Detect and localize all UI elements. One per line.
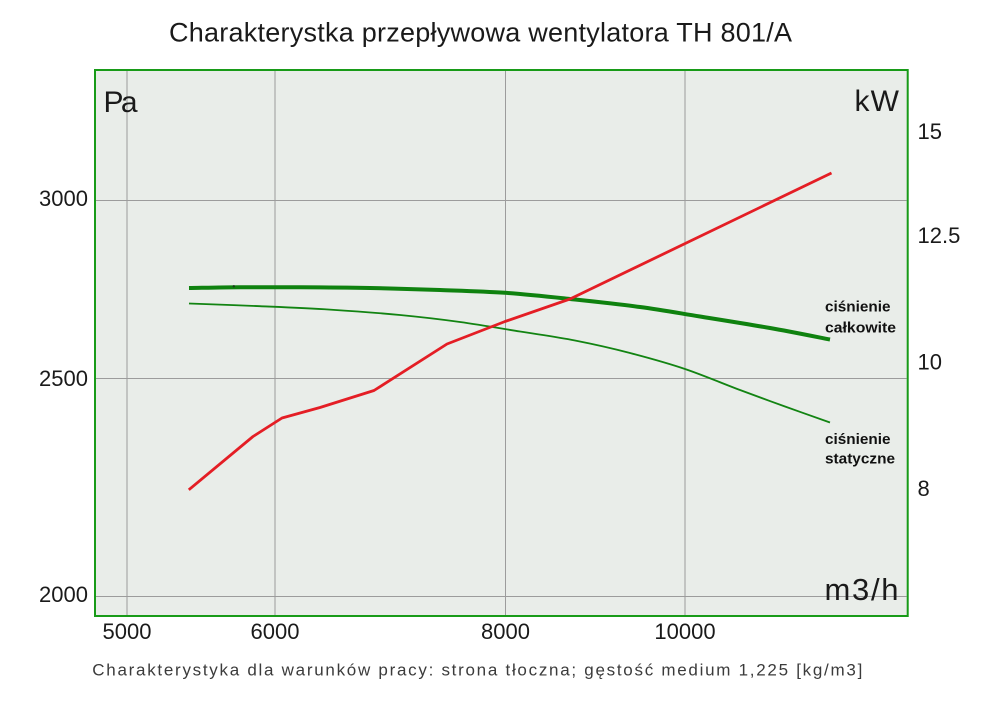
svg-text:2000: 2000	[39, 582, 88, 607]
svg-text:8: 8	[918, 476, 930, 501]
svg-text:całkowite: całkowite	[825, 320, 896, 337]
svg-text:6000: 6000	[251, 619, 300, 644]
svg-text:2500: 2500	[39, 366, 88, 391]
svg-text:10: 10	[918, 350, 942, 375]
svg-text:12.5: 12.5	[918, 223, 961, 248]
svg-text:statyczne: statyczne	[825, 451, 895, 468]
svg-text:ciśnienie: ciśnienie	[825, 299, 891, 316]
svg-text:ciśnienie: ciśnienie	[825, 431, 891, 448]
svg-text:8000: 8000	[481, 619, 530, 644]
svg-text:5000: 5000	[103, 619, 152, 644]
svg-text:10000: 10000	[654, 619, 715, 644]
svg-text:15: 15	[918, 119, 942, 144]
svg-text:kW: kW	[855, 85, 900, 118]
svg-text:m3/h: m3/h	[825, 572, 899, 607]
svg-text:Charakterystyka dla warunków p: Charakterystyka dla warunków pracy: stro…	[92, 661, 862, 680]
svg-text:Charakterystka przepływowa wen: Charakterystka przepływowa wentylatora T…	[169, 18, 792, 48]
svg-text:Pa: Pa	[104, 86, 138, 119]
svg-text:3000: 3000	[39, 186, 88, 211]
